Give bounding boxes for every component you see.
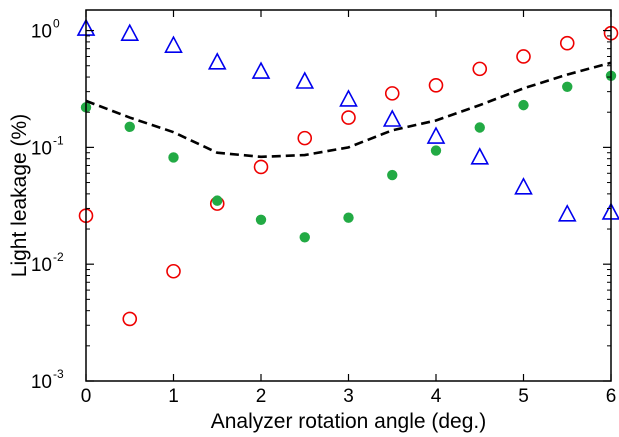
open-circle-point <box>166 263 181 279</box>
x-tick-label: 4 <box>431 386 442 407</box>
open-circle-point <box>297 130 313 146</box>
triangle-point <box>120 23 140 41</box>
triangle-point <box>295 71 315 89</box>
dashed-curve <box>85 61 612 159</box>
x-tick-label: 2 <box>256 386 267 407</box>
filled-circle-point <box>168 152 179 163</box>
filled-circle-point <box>212 195 223 206</box>
series-triangle-open <box>76 18 619 222</box>
triangle-point <box>470 147 490 165</box>
y-tick-label: 10 <box>31 138 52 159</box>
filled-circle-point <box>430 145 442 156</box>
triangle-point <box>164 35 183 53</box>
y-tick-label: 10 <box>31 255 52 276</box>
triangle-point <box>339 89 358 107</box>
open-circle-point <box>472 61 488 77</box>
filled-circle-point <box>299 232 310 243</box>
open-circle-point <box>384 86 400 101</box>
triangle-point <box>207 52 227 70</box>
open-circle-point <box>516 49 531 64</box>
open-circle-point <box>122 311 138 327</box>
triangle-point <box>251 61 271 79</box>
filled-circle-point <box>124 121 135 133</box>
x-tick-label: 0 <box>81 386 92 407</box>
y-axis-title: Light leakage (%) <box>8 114 31 277</box>
y-tick-base: 10 <box>31 138 52 159</box>
series-layer <box>76 18 619 327</box>
x-axis-title: Analyzer rotation angle (deg.) <box>211 410 487 433</box>
y-tick-exponent: -1 <box>53 133 64 147</box>
filled-circle-point <box>474 122 485 133</box>
x-tick-label: 3 <box>343 386 354 407</box>
plot-frame <box>85 9 612 382</box>
filled-circle-point <box>518 99 529 111</box>
open-circle-point <box>341 110 356 125</box>
open-circle-point <box>428 77 444 93</box>
triangle-point <box>557 204 577 222</box>
y-tick-base: 10 <box>31 372 52 393</box>
x-tick-label: 6 <box>606 386 617 407</box>
y-tick-base: 10 <box>31 255 52 276</box>
triangle-point <box>426 126 446 144</box>
filled-circle-point <box>255 214 267 225</box>
y-tick-exponent: -2 <box>53 250 64 264</box>
y-tick-base: 10 <box>31 22 52 43</box>
filled-circle-point <box>387 169 398 181</box>
y-tick-exponent: -3 <box>53 367 64 381</box>
y-tick-label: 10 <box>31 22 52 43</box>
y-tick-exponent: 0 <box>53 17 60 31</box>
series-circle-filled <box>80 70 617 243</box>
x-tick-label: 1 <box>168 386 179 407</box>
series-circle-open <box>78 25 619 327</box>
open-circle-point <box>253 159 269 175</box>
filled-circle-point <box>562 81 573 93</box>
series-dashed-line <box>85 61 612 159</box>
triangle-point <box>382 109 402 127</box>
open-circle-point <box>559 35 575 51</box>
triangle-point <box>514 177 533 195</box>
x-tick-label: 5 <box>518 386 529 407</box>
filled-circle-point <box>343 212 354 223</box>
y-tick-label: 10 <box>31 372 52 393</box>
